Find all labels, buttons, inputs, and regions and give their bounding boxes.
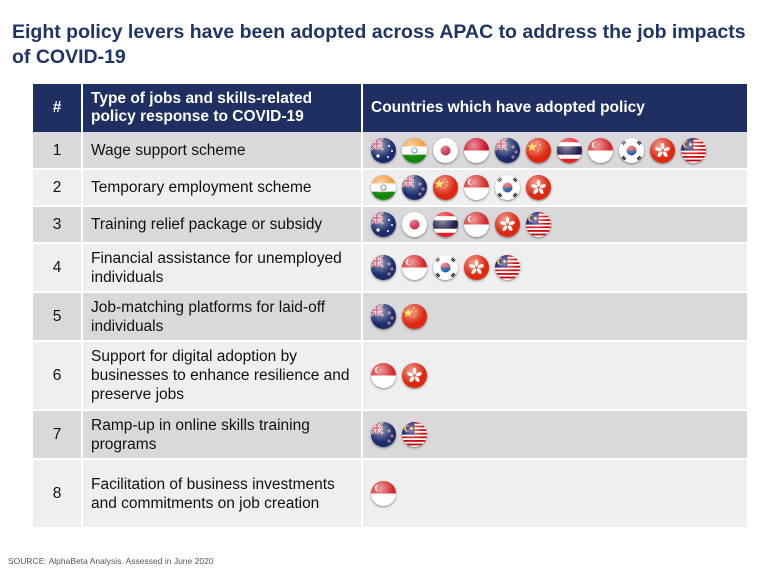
policy-cell: Ramp-up in online skills training progra…: [82, 410, 363, 460]
table-header-row: # Type of jobs and skills-related policy…: [33, 84, 747, 132]
flag-list: [371, 363, 739, 388]
row-number: 5: [33, 292, 83, 342]
singapore-flag-icon: [464, 212, 489, 237]
policy-cell: Facilitation of business investments and…: [82, 459, 363, 529]
malaysia-flag-icon: [526, 212, 551, 237]
countries-cell: [362, 459, 747, 529]
china-flag-icon: [526, 137, 551, 163]
new-zealand-flag-icon: [371, 255, 396, 280]
india-flag-icon: [371, 175, 396, 200]
policy-cell: Wage support scheme: [82, 132, 363, 170]
japan-flag-icon: [402, 212, 427, 237]
policy-cell: Job-matching platforms for laid-off indi…: [82, 292, 363, 342]
table-row: 1 Wage support scheme: [33, 132, 747, 170]
row-number: 2: [33, 169, 83, 207]
row-number: 1: [33, 132, 83, 170]
row-number: 7: [33, 410, 83, 460]
flag-list: [371, 212, 739, 237]
flag-list: [371, 481, 739, 506]
table-row: 4 Financial assistance for unemployed in…: [33, 243, 747, 293]
row-number: 3: [33, 206, 83, 244]
singapore-flag-icon: [371, 481, 396, 506]
china-flag-icon: [433, 175, 458, 200]
new-zealand-flag-icon: [402, 175, 427, 200]
singapore-flag-icon: [402, 255, 427, 280]
row-number: 4: [33, 243, 83, 293]
policy-cell: Temporary employment scheme: [82, 169, 363, 207]
india-flag-icon: [402, 137, 427, 163]
policy-cell: Support for digital adoption by business…: [82, 341, 363, 411]
row-number: 6: [33, 341, 83, 411]
indonesia-flag-icon: [464, 137, 489, 163]
malaysia-flag-icon: [681, 137, 706, 163]
countries-cell: [362, 169, 747, 207]
policy-table: # Type of jobs and skills-related policy…: [33, 84, 747, 529]
flag-list: [371, 137, 739, 163]
header-number: #: [33, 84, 83, 132]
china-flag-icon: [402, 304, 427, 329]
countries-cell: [362, 206, 747, 244]
thailand-flag-icon: [557, 137, 582, 163]
new-zealand-flag-icon: [495, 137, 520, 163]
japan-flag-icon: [433, 137, 458, 163]
source-note: SOURCE: AlphaBeta Analysis. Assessed in …: [8, 556, 214, 566]
table-row: 5 Job-matching platforms for laid-off in…: [33, 292, 747, 342]
table-row: 7 Ramp-up in online skills training prog…: [33, 410, 747, 460]
table-row: 8 Facilitation of business investments a…: [33, 459, 747, 529]
policy-cell: Financial assistance for unemployed indi…: [82, 243, 363, 293]
singapore-flag-icon: [371, 363, 396, 388]
new-zealand-flag-icon: [371, 422, 396, 447]
australia-flag-icon: [371, 212, 396, 237]
south-korea-flag-icon: [619, 137, 644, 163]
australia-flag-icon: [371, 137, 396, 163]
flag-list: [371, 255, 739, 280]
malaysia-flag-icon: [495, 255, 520, 280]
countries-cell: [362, 292, 747, 342]
table-row: 2 Temporary employment scheme: [33, 169, 747, 207]
table-row: 3 Training relief package or subsidy: [33, 206, 747, 244]
page-title: Eight policy levers have been adopted ac…: [12, 21, 746, 68]
hong-kong-flag-icon: [650, 137, 675, 163]
flag-list: [371, 175, 739, 200]
countries-cell: [362, 132, 747, 170]
south-korea-flag-icon: [433, 255, 458, 280]
flag-list: [371, 304, 739, 329]
hong-kong-flag-icon: [495, 212, 520, 237]
row-number: 8: [33, 459, 83, 529]
table-row: 6 Support for digital adoption by busine…: [33, 341, 747, 411]
flag-list: [371, 422, 739, 447]
hong-kong-flag-icon: [464, 255, 489, 280]
hong-kong-flag-icon: [526, 175, 551, 200]
singapore-flag-icon: [588, 137, 613, 163]
policy-cell: Training relief package or subsidy: [82, 206, 363, 244]
header-countries: Countries which have adopted policy: [362, 84, 747, 132]
countries-cell: [362, 341, 747, 411]
header-policy-type: Type of jobs and skills-related policy r…: [82, 84, 363, 132]
south-korea-flag-icon: [495, 175, 520, 200]
singapore-flag-icon: [464, 175, 489, 200]
new-zealand-flag-icon: [371, 304, 396, 329]
malaysia-flag-icon: [402, 422, 427, 447]
countries-cell: [362, 243, 747, 293]
countries-cell: [362, 410, 747, 460]
thailand-flag-icon: [433, 212, 458, 237]
hong-kong-flag-icon: [402, 363, 427, 388]
